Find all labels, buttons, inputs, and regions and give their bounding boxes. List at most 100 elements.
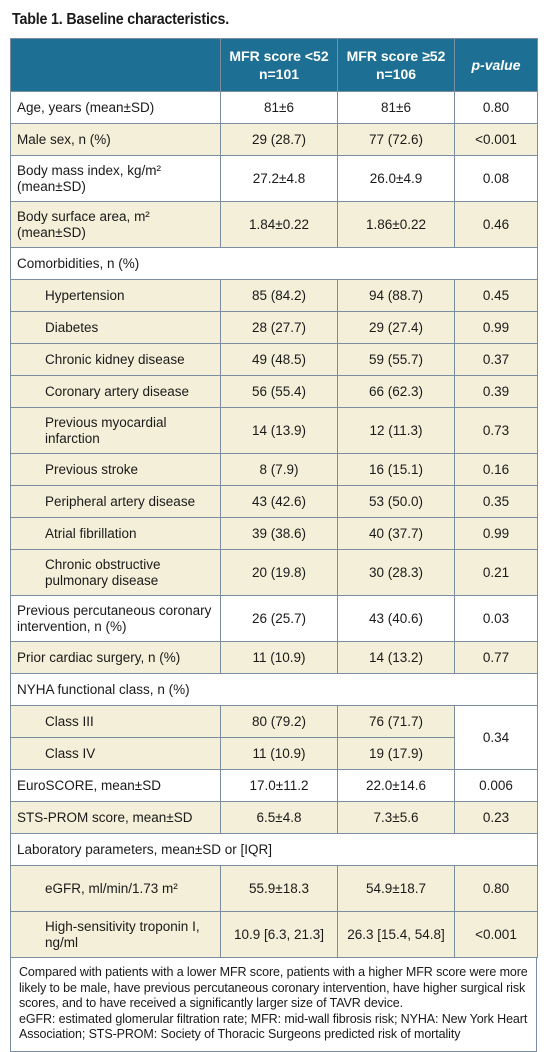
row-label: EuroSCORE, mean±SD xyxy=(10,769,221,802)
table-row: STS-PROM score, mean±SD 6.5±4.8 7.3±5.6 … xyxy=(10,801,538,834)
cell-low: 26 (25.7) xyxy=(220,595,338,642)
header-high-mfr: MFR score ≥52 n=106 xyxy=(337,38,455,92)
table-row: Peripheral artery disease 43 (42.6) 53 (… xyxy=(10,485,538,518)
cell-p: 0.45 xyxy=(454,279,538,312)
header-low-mfr: MFR score <52 n=101 xyxy=(220,38,338,92)
table-row: Coronary artery disease 56 (55.4) 66 (62… xyxy=(10,375,538,408)
header-p-value: p-value xyxy=(454,38,538,92)
cell-low: 8 (7.9) xyxy=(220,453,338,486)
row-label: Previous stroke xyxy=(10,453,221,486)
cell-low: 11 (10.9) xyxy=(220,641,338,674)
row-label: Previous myocardial infarction xyxy=(10,407,221,454)
table-row: Prior cardiac surgery, n (%) 11 (10.9) 1… xyxy=(10,641,538,674)
cell-high: 26.0±4.9 xyxy=(337,155,455,202)
cell-high: 66 (62.3) xyxy=(337,375,455,408)
cell-low: 17.0±11.2 xyxy=(220,769,338,802)
cell-p: 0.03 xyxy=(454,595,538,642)
cell-low: 29 (28.7) xyxy=(220,123,338,156)
table-row: Body mass index, kg/m² (mean±SD) 27.2±4.… xyxy=(10,155,538,202)
row-label: Previous percutaneous coronary intervent… xyxy=(10,595,221,642)
table-row: Body surface area, m² (mean±SD) 1.84±0.2… xyxy=(10,201,538,248)
cell-p: 0.80 xyxy=(454,865,538,912)
cell-high: 7.3±5.6 xyxy=(337,801,455,834)
table-row: Class IV 11 (10.9) 19 (17.9) xyxy=(10,737,538,770)
cell-low: 11 (10.9) xyxy=(220,737,338,770)
cell-low: 39 (38.6) xyxy=(220,517,338,550)
section-label: NYHA functional class, n (%) xyxy=(10,673,538,706)
cell-p: 0.80 xyxy=(454,91,538,124)
cell-p: 0.35 xyxy=(454,485,538,518)
cell-high: 12 (11.3) xyxy=(337,407,455,454)
table-footnote: Compared with patients with a lower MFR … xyxy=(10,958,537,1052)
document-page: Table 1. Baseline characteristics. MFR s… xyxy=(10,11,538,1052)
row-label: Atrial fibrillation xyxy=(10,517,221,550)
cell-low: 81±6 xyxy=(220,91,338,124)
cell-p: 0.08 xyxy=(454,155,538,202)
cell-high: 30 (28.3) xyxy=(337,549,455,596)
row-label: Hypertension xyxy=(10,279,221,312)
footnote-summary: Compared with patients with a lower MFR … xyxy=(19,965,528,1010)
table-row: Previous percutaneous coronary intervent… xyxy=(10,595,538,642)
cell-low: 43 (42.6) xyxy=(220,485,338,518)
cell-p: <0.001 xyxy=(454,123,538,156)
table-title: Table 1. Baseline characteristics. xyxy=(12,11,230,28)
row-label: High-sensitivity troponin I, ng/ml xyxy=(10,911,221,958)
baseline-table: MFR score <52 n=101 MFR score ≥52 n=106 p-… xyxy=(10,38,538,958)
row-label: Class IV xyxy=(10,737,221,770)
table-row: Diabetes 28 (27.7) 29 (27.4) 0.99 xyxy=(10,311,538,344)
cell-low: 56 (55.4) xyxy=(220,375,338,408)
row-label: Coronary artery disease xyxy=(10,375,221,408)
row-label: Body surface area, m² (mean±SD) xyxy=(10,201,221,248)
table-row: High-sensitivity troponin I, ng/ml 10.9 … xyxy=(10,911,538,958)
cell-high: 40 (37.7) xyxy=(337,517,455,550)
cell-p: 0.77 xyxy=(454,641,538,674)
row-label: Chronic obstructive pulmonary disease xyxy=(10,549,221,596)
table-row: EuroSCORE, mean±SD 17.0±11.2 22.0±14.6 0… xyxy=(10,769,538,802)
cell-high: 53 (50.0) xyxy=(337,485,455,518)
footnote-abbreviations: eGFR: estimated glomerular filtration ra… xyxy=(19,1011,528,1042)
cell-high: 81±6 xyxy=(337,91,455,124)
row-label: eGFR, ml/min/1.73 m² xyxy=(10,865,221,912)
cell-low: 27.2±4.8 xyxy=(220,155,338,202)
cell-low: 49 (48.5) xyxy=(220,343,338,376)
row-label: Age, years (mean±SD) xyxy=(10,91,221,124)
row-label: STS-PROM score, mean±SD xyxy=(10,801,221,834)
cell-low: 85 (84.2) xyxy=(220,279,338,312)
table-row: Previous stroke 8 (7.9) 16 (15.1) 0.16 xyxy=(10,453,538,486)
cell-low: 20 (19.8) xyxy=(220,549,338,596)
row-label: Diabetes xyxy=(10,311,221,344)
cell-high: 16 (15.1) xyxy=(337,453,455,486)
cell-low: 6.5±4.8 xyxy=(220,801,338,834)
cell-low: 10.9 [6.3, 21.3] xyxy=(220,911,338,958)
table-row: Male sex, n (%) 29 (28.7) 77 (72.6) <0.0… xyxy=(10,123,538,156)
cell-high: 94 (88.7) xyxy=(337,279,455,312)
cell-p: <0.001 xyxy=(454,911,538,958)
table-row: Atrial fibrillation 39 (38.6) 40 (37.7) … xyxy=(10,517,538,550)
section-label: Laboratory parameters, mean±SD or [IQR] xyxy=(10,833,538,866)
header-row: MFR score <52 n=101 MFR score ≥52 n=106 p-… xyxy=(10,38,538,92)
row-label: Male sex, n (%) xyxy=(10,123,221,156)
cell-p: 0.21 xyxy=(454,549,538,596)
cell-low: 55.9±18.3 xyxy=(220,865,338,912)
cell-high: 76 (71.7) xyxy=(337,705,455,738)
cell-high: 14 (13.2) xyxy=(337,641,455,674)
cell-p: 0.16 xyxy=(454,453,538,486)
cell-low: 28 (27.7) xyxy=(220,311,338,344)
table-row: Class III 80 (79.2) 76 (71.7) 0.34 xyxy=(10,705,538,770)
table-row: Age, years (mean±SD) 81±6 81±6 0.80 xyxy=(10,91,538,124)
row-label: Peripheral artery disease xyxy=(10,485,221,518)
table-row: Hypertension 85 (84.2) 94 (88.7) 0.45 xyxy=(10,279,538,312)
cell-p: 0.23 xyxy=(454,801,538,834)
cell-high: 59 (55.7) xyxy=(337,343,455,376)
cell-p: 0.46 xyxy=(454,201,538,248)
cell-high: 54.9±18.7 xyxy=(337,865,455,912)
cell-low: 14 (13.9) xyxy=(220,407,338,454)
cell-high: 29 (27.4) xyxy=(337,311,455,344)
cell-p: 0.73 xyxy=(454,407,538,454)
cell-high: 1.86±0.22 xyxy=(337,201,455,248)
cell-high: 43 (40.6) xyxy=(337,595,455,642)
section-row-laboratory: Laboratory parameters, mean±SD or [IQR] xyxy=(10,833,538,866)
row-label: Prior cardiac surgery, n (%) xyxy=(10,641,221,674)
cell-low: 80 (79.2) xyxy=(220,705,338,738)
section-label: Comorbidities, n (%) xyxy=(10,247,538,280)
